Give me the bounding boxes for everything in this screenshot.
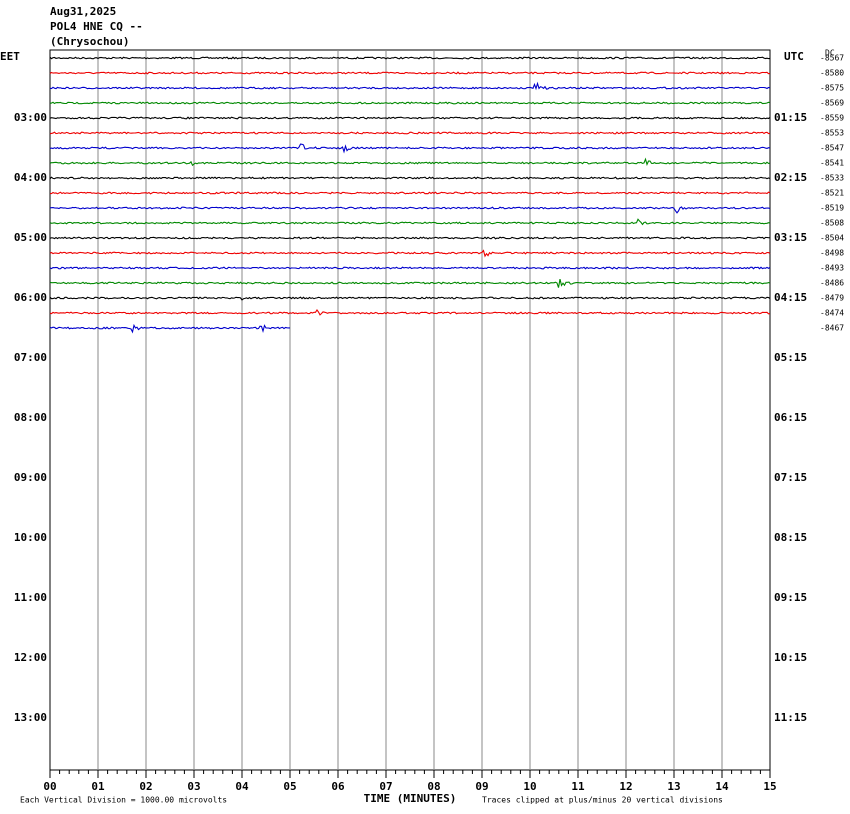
trace-offset-label: -8580 bbox=[820, 69, 844, 78]
x-tick-label: 10 bbox=[523, 780, 536, 793]
trace-offset-label: -8547 bbox=[820, 144, 844, 153]
x-tick-label: 00 bbox=[43, 780, 56, 793]
trace bbox=[49, 309, 771, 316]
trace-offset-label: -8479 bbox=[820, 294, 844, 303]
x-tick-label: 14 bbox=[715, 780, 729, 793]
right-hour-label: 02:15 bbox=[774, 171, 807, 184]
trace bbox=[49, 157, 771, 167]
right-hour-label: 10:15 bbox=[774, 651, 807, 664]
trace bbox=[49, 56, 770, 60]
trace-offset-label: -8553 bbox=[820, 129, 844, 138]
left-axis-title: EET bbox=[0, 50, 20, 63]
x-tick-label: 06 bbox=[331, 780, 345, 793]
location: (Chrysochou) bbox=[50, 35, 129, 48]
x-tick-label: 07 bbox=[379, 780, 392, 793]
x-tick-label: 03 bbox=[187, 780, 200, 793]
x-tick-label: 11 bbox=[571, 780, 585, 793]
trace-offset-label: -8541 bbox=[820, 159, 844, 168]
trace bbox=[49, 236, 771, 240]
x-tick-label: 04 bbox=[235, 780, 249, 793]
trace bbox=[49, 206, 771, 214]
left-hour-label: 03:00 bbox=[14, 111, 47, 124]
trace-offset-label: -8504 bbox=[820, 234, 844, 243]
trace-offset-label: -8508 bbox=[820, 219, 844, 228]
trace bbox=[49, 101, 771, 105]
x-tick-label: 09 bbox=[475, 780, 488, 793]
trace-offset-label: -8575 bbox=[820, 84, 844, 93]
left-hour-label: 11:00 bbox=[14, 591, 47, 604]
scale-note: Each Vertical Division = 1000.00 microvo… bbox=[20, 796, 227, 805]
right-hour-label: 07:15 bbox=[774, 471, 807, 484]
trace bbox=[49, 81, 771, 91]
x-axis-title: TIME (MINUTES) bbox=[364, 792, 457, 805]
x-tick-label: 15 bbox=[763, 780, 776, 793]
trace-offset-label: -8533 bbox=[820, 174, 844, 183]
x-tick-label: 01 bbox=[91, 780, 105, 793]
right-hour-label: 09:15 bbox=[774, 591, 807, 604]
trace-offset-label: -8474 bbox=[820, 309, 844, 318]
trace-offset-label: -8486 bbox=[820, 279, 844, 288]
right-hour-label: 04:15 bbox=[774, 291, 807, 304]
x-tick-label: 05 bbox=[283, 780, 296, 793]
left-hour-label: 08:00 bbox=[14, 411, 47, 424]
right-hour-label: 06:15 bbox=[774, 411, 807, 424]
left-hour-label: 07:00 bbox=[14, 351, 47, 364]
trace-offset-label: -8521 bbox=[820, 189, 844, 198]
trace bbox=[49, 131, 771, 135]
x-tick-label: 02 bbox=[139, 780, 152, 793]
trace bbox=[49, 218, 771, 226]
right-hour-label: 03:15 bbox=[774, 231, 807, 244]
station: POL4 HNE CQ -- bbox=[50, 20, 143, 33]
left-hour-label: 05:00 bbox=[14, 231, 47, 244]
plot-frame bbox=[49, 49, 771, 771]
trace-offset-label: -8498 bbox=[820, 249, 844, 258]
x-tick-label: 12 bbox=[619, 780, 632, 793]
left-hour-label: 09:00 bbox=[14, 471, 47, 484]
trace bbox=[49, 249, 771, 258]
right-axis-title: UTC bbox=[784, 50, 804, 63]
right-hour-label: 08:15 bbox=[774, 531, 807, 544]
right-hour-label: 01:15 bbox=[774, 111, 807, 124]
dc-label: DC bbox=[825, 49, 835, 58]
trace bbox=[49, 278, 771, 288]
right-hour-label: 05:15 bbox=[774, 351, 807, 364]
trace-offset-label: -8569 bbox=[820, 99, 844, 108]
left-hour-label: 10:00 bbox=[14, 531, 47, 544]
trace bbox=[49, 176, 771, 180]
right-hour-label: 11:15 bbox=[774, 711, 807, 724]
trace-offset-label: -8467 bbox=[820, 324, 844, 333]
trace bbox=[49, 323, 290, 334]
left-hour-label: 04:00 bbox=[14, 171, 47, 184]
x-tick-label: 13 bbox=[667, 780, 680, 793]
left-hour-label: 12:00 bbox=[14, 651, 47, 664]
trace-offset-label: -8519 bbox=[820, 204, 844, 213]
left-hour-label: 13:00 bbox=[14, 711, 47, 724]
date: Aug31,2025 bbox=[50, 5, 116, 18]
trace bbox=[49, 296, 771, 301]
trace bbox=[49, 143, 771, 154]
clip-note: Traces clipped at plus/minus 20 vertical… bbox=[482, 796, 723, 805]
trace-offset-label: -8559 bbox=[820, 114, 844, 123]
left-hour-label: 06:00 bbox=[14, 291, 47, 304]
trace bbox=[49, 116, 771, 120]
trace-offset-label: -8493 bbox=[820, 264, 844, 273]
trace-offset-label: -8567 bbox=[820, 54, 844, 63]
trace bbox=[49, 71, 771, 75]
trace bbox=[49, 191, 771, 195]
x-tick-label: 08 bbox=[427, 780, 440, 793]
trace bbox=[49, 266, 771, 270]
